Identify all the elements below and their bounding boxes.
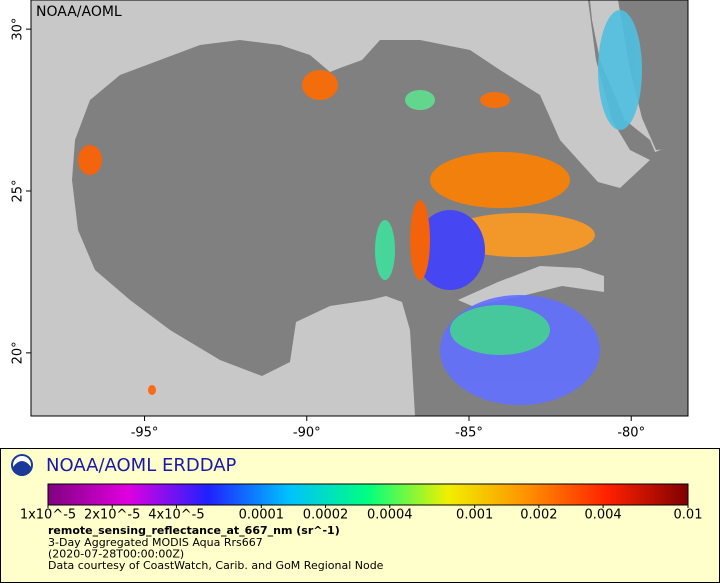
reflectance-patch xyxy=(598,10,642,130)
y-tick-label: 30° xyxy=(11,18,26,41)
reflectance-patch xyxy=(148,385,156,395)
x-tick-label: -95° xyxy=(131,426,159,441)
reflectance-patch xyxy=(375,220,395,280)
colorbar-tick-label: 2x10^-5 xyxy=(84,508,140,523)
colorbar-tick-label: 0.0001 xyxy=(239,508,285,523)
colorbar-tick-label: 0.0002 xyxy=(303,508,349,523)
colorbar-tick-label: 4x10^-5 xyxy=(148,508,204,523)
colorbar-tick-label: 0.002 xyxy=(520,508,557,523)
legend-panel xyxy=(0,448,720,583)
reflectance-patch xyxy=(480,92,510,108)
x-tick-label: -90° xyxy=(293,426,321,441)
colorbar-tick-label: 0.01 xyxy=(674,508,703,523)
reflectance-patch xyxy=(405,90,435,110)
reflectance-patch xyxy=(78,145,102,175)
map-frame xyxy=(30,0,689,417)
attribution: NOAA/AOML xyxy=(36,4,122,20)
info-line: (2020-07-28T00:00:00Z) xyxy=(48,548,184,561)
x-tick-label: -80° xyxy=(617,426,645,441)
colorbar-tick-label: 0.004 xyxy=(584,508,621,523)
reflectance-patch xyxy=(410,200,430,280)
reflectance-patch xyxy=(415,210,485,290)
legend-title: NOAA/AOML ERDDAP xyxy=(46,455,237,476)
map xyxy=(31,0,688,416)
info-line: 3-Day Aggregated MODIS Aqua Rrs667 xyxy=(48,536,263,549)
reflectance-imagery xyxy=(78,10,642,405)
colorbar-tick-label: 1x10^-5 xyxy=(20,508,76,523)
noaa-logo xyxy=(11,454,33,476)
axes: -95° -90° -85° -80° 20° 25° 30° xyxy=(11,18,646,441)
colorbar xyxy=(47,483,689,506)
reflectance-patch xyxy=(450,305,550,355)
colorbar-ticks: 1x10^-5 2x10^-5 4x10^-5 0.0001 0.0002 0.0004 0… xyxy=(20,505,703,523)
x-tick-label: -85° xyxy=(455,426,483,441)
reflectance-patch xyxy=(430,152,570,208)
info-lines: 3-Day Aggregated MODIS Aqua Rrs667(2020-… xyxy=(48,536,384,572)
variable-name: remote_sensing_reflectance_at_667_nm (sr… xyxy=(48,524,340,537)
y-tick-label: 25° xyxy=(11,179,26,202)
land xyxy=(458,266,604,306)
reflectance-patch xyxy=(302,70,338,100)
colorbar-tick-label: 0.001 xyxy=(456,508,493,523)
y-tick-label: 20° xyxy=(11,341,26,364)
colorbar-tick-label: 0.0004 xyxy=(367,508,413,523)
info-line: Data courtesy of CoastWatch, Carib. and … xyxy=(48,559,384,572)
